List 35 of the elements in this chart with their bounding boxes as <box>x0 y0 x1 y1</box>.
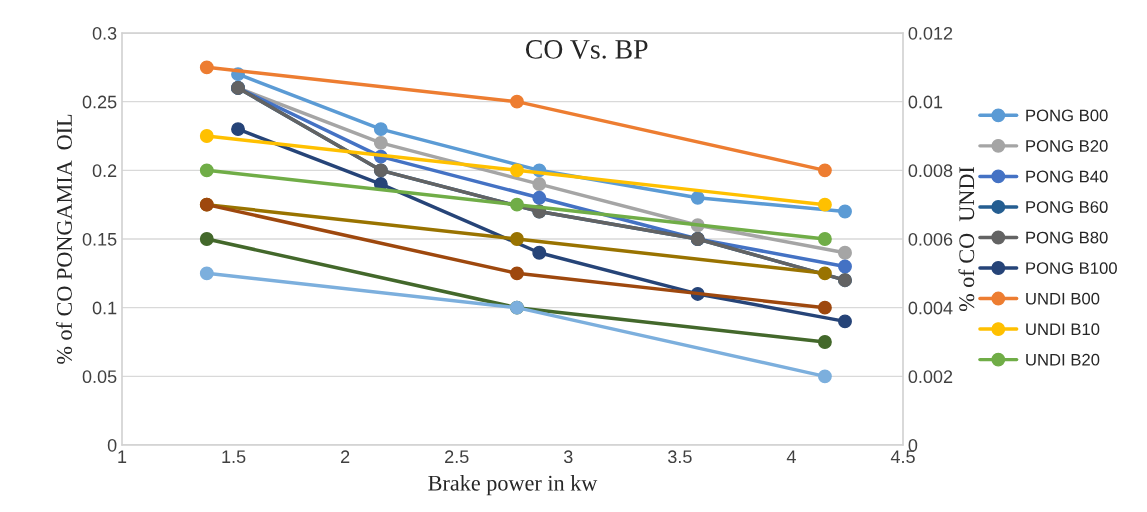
y-tick-label: 0.3 <box>92 26 117 40</box>
y-tick-label: 0 <box>107 438 117 452</box>
y-tick-label: 0.25 <box>82 95 117 109</box>
legend-label: PONG B100 <box>1026 262 1117 275</box>
y2-tick-label: 0.004 <box>908 301 953 315</box>
y-tick-label: 0.05 <box>82 370 117 384</box>
y-tick-label: 0.15 <box>82 232 117 246</box>
y2-tick-label: 0.006 <box>908 232 953 246</box>
legend-label: UNDI B00 <box>1026 292 1100 305</box>
x-tick-label: 4.5 <box>890 450 915 464</box>
x-tick-label: 3 <box>563 450 573 464</box>
x-tick-label: 2 <box>341 450 350 463</box>
y-tick-label: 0.1 <box>92 301 117 315</box>
x-axis-title: Brake power in kw <box>428 475 598 496</box>
legend-label: UNDI B20 <box>1026 353 1100 366</box>
y2-tick-label: 0.01 <box>908 95 943 109</box>
y-axis-title: % of CO PONGAMIA OIL <box>56 114 72 364</box>
x-tick-label: 4 <box>786 450 796 463</box>
y2-tick-label: 0.012 <box>908 26 953 40</box>
chart-title: CO Vs. BP <box>525 40 648 59</box>
y2-tick-label: 0.008 <box>908 164 953 178</box>
x-tick-label: 3.5 <box>668 450 692 464</box>
legend-label: UNDI B10 <box>1026 323 1100 336</box>
y2-axis-title: % of CO UNDI <box>958 166 975 312</box>
legend-label: PONG B40 <box>1026 170 1108 183</box>
x-tick-label: 1 <box>118 450 127 463</box>
legend-label: PONG B20 <box>1026 140 1108 152</box>
legend-label: PONG B60 <box>1026 201 1108 213</box>
y2-tick-label: 0.002 <box>908 370 953 384</box>
y2-tick-label: 0 <box>908 438 918 452</box>
y-tick-label: 0.2 <box>92 164 117 178</box>
legend-label: PONG B80 <box>1026 231 1108 244</box>
x-tick-label: 2.5 <box>445 450 469 464</box>
x-tick-label: 1.5 <box>222 450 246 464</box>
legend-label: PONG B00 <box>1026 109 1108 122</box>
